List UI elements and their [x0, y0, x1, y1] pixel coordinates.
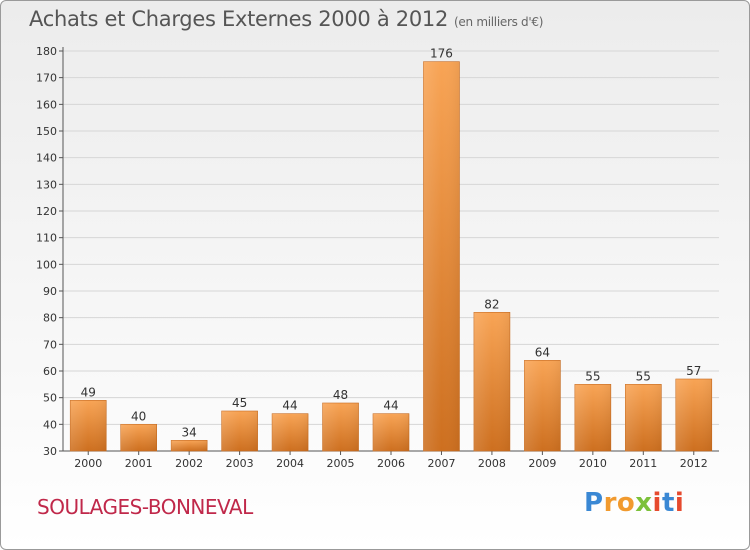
y-tick-label: 100	[36, 258, 57, 271]
y-tick-label: 110	[36, 232, 57, 245]
bar-shine	[675, 379, 712, 451]
value-label: 55	[636, 369, 651, 383]
y-tick-label: 120	[36, 205, 57, 218]
x-tick-label: 2001	[125, 457, 153, 470]
bar-shine	[625, 384, 662, 451]
bar-shine	[120, 424, 157, 451]
value-label: 40	[131, 409, 146, 423]
value-label: 44	[383, 399, 398, 413]
y-tick-label: 130	[36, 178, 57, 191]
value-label: 176	[430, 47, 453, 61]
x-tick-label: 2010	[579, 457, 607, 470]
y-tick-label: 30	[43, 445, 57, 458]
y-tick-label: 170	[36, 72, 57, 85]
y-tick-label: 70	[43, 338, 57, 351]
x-tick-label: 2004	[276, 457, 304, 470]
value-label: 48	[333, 388, 348, 402]
y-tick-label: 150	[36, 125, 57, 138]
value-label: 44	[282, 399, 297, 413]
x-tick-label: 2009	[528, 457, 556, 470]
chart-title: Achats et Charges Externes 2000 à 2012 (e…	[29, 7, 544, 31]
value-label: 55	[585, 369, 600, 383]
bar-shine	[373, 413, 409, 451]
value-label: 45	[232, 396, 247, 410]
x-tick-label: 2002	[175, 457, 203, 470]
y-tick-label: 60	[43, 365, 57, 378]
bar-shine	[272, 413, 309, 451]
proxiti-logo: Proxiti	[584, 488, 685, 518]
y-tick-label: 40	[43, 418, 57, 431]
bar-shine	[423, 61, 460, 452]
gridlines	[63, 50, 719, 452]
value-label: 57	[686, 364, 701, 378]
x-tick-label: 2003	[226, 457, 254, 470]
x-tick-label: 2000	[74, 457, 102, 470]
x-tick-label: 2008	[478, 457, 506, 470]
x-tick-label: 2006	[377, 457, 405, 470]
chart-unit: (en milliers d'€)	[454, 15, 544, 29]
bars	[69, 61, 713, 452]
y-tick-label: 160	[36, 98, 57, 111]
bar-shine	[473, 312, 510, 451]
x-tick-label: 2011	[629, 457, 657, 470]
bar-shine	[171, 440, 208, 451]
bar-shine	[70, 400, 107, 451]
y-tick-label: 50	[43, 392, 57, 405]
y-tick-label: 180	[36, 45, 57, 58]
x-tick-label: 2012	[680, 457, 708, 470]
bar-shine	[524, 360, 561, 451]
y-tick-label: 90	[43, 285, 57, 298]
value-labels: 49 40 34 45 44 48 44 176 82 64 55 55 57	[81, 47, 702, 440]
y-tick-label: 80	[43, 312, 57, 325]
bar-shine	[574, 384, 611, 451]
value-label: 34	[182, 425, 197, 439]
commune-name: SOULAGES-BONNEVAL	[37, 495, 253, 519]
value-label: 49	[81, 385, 96, 399]
bar-shine	[221, 411, 258, 451]
y-tick-label: 140	[36, 152, 57, 165]
value-label: 64	[535, 345, 550, 359]
axes: 30 40 50 60 70 80 90 100 110 120 130 140 150 160 170 18…	[36, 45, 719, 470]
value-label: 82	[484, 297, 499, 311]
x-tick-label: 2005	[327, 457, 355, 470]
x-tick-label: 2007	[427, 457, 455, 470]
bar-shine	[322, 403, 359, 451]
